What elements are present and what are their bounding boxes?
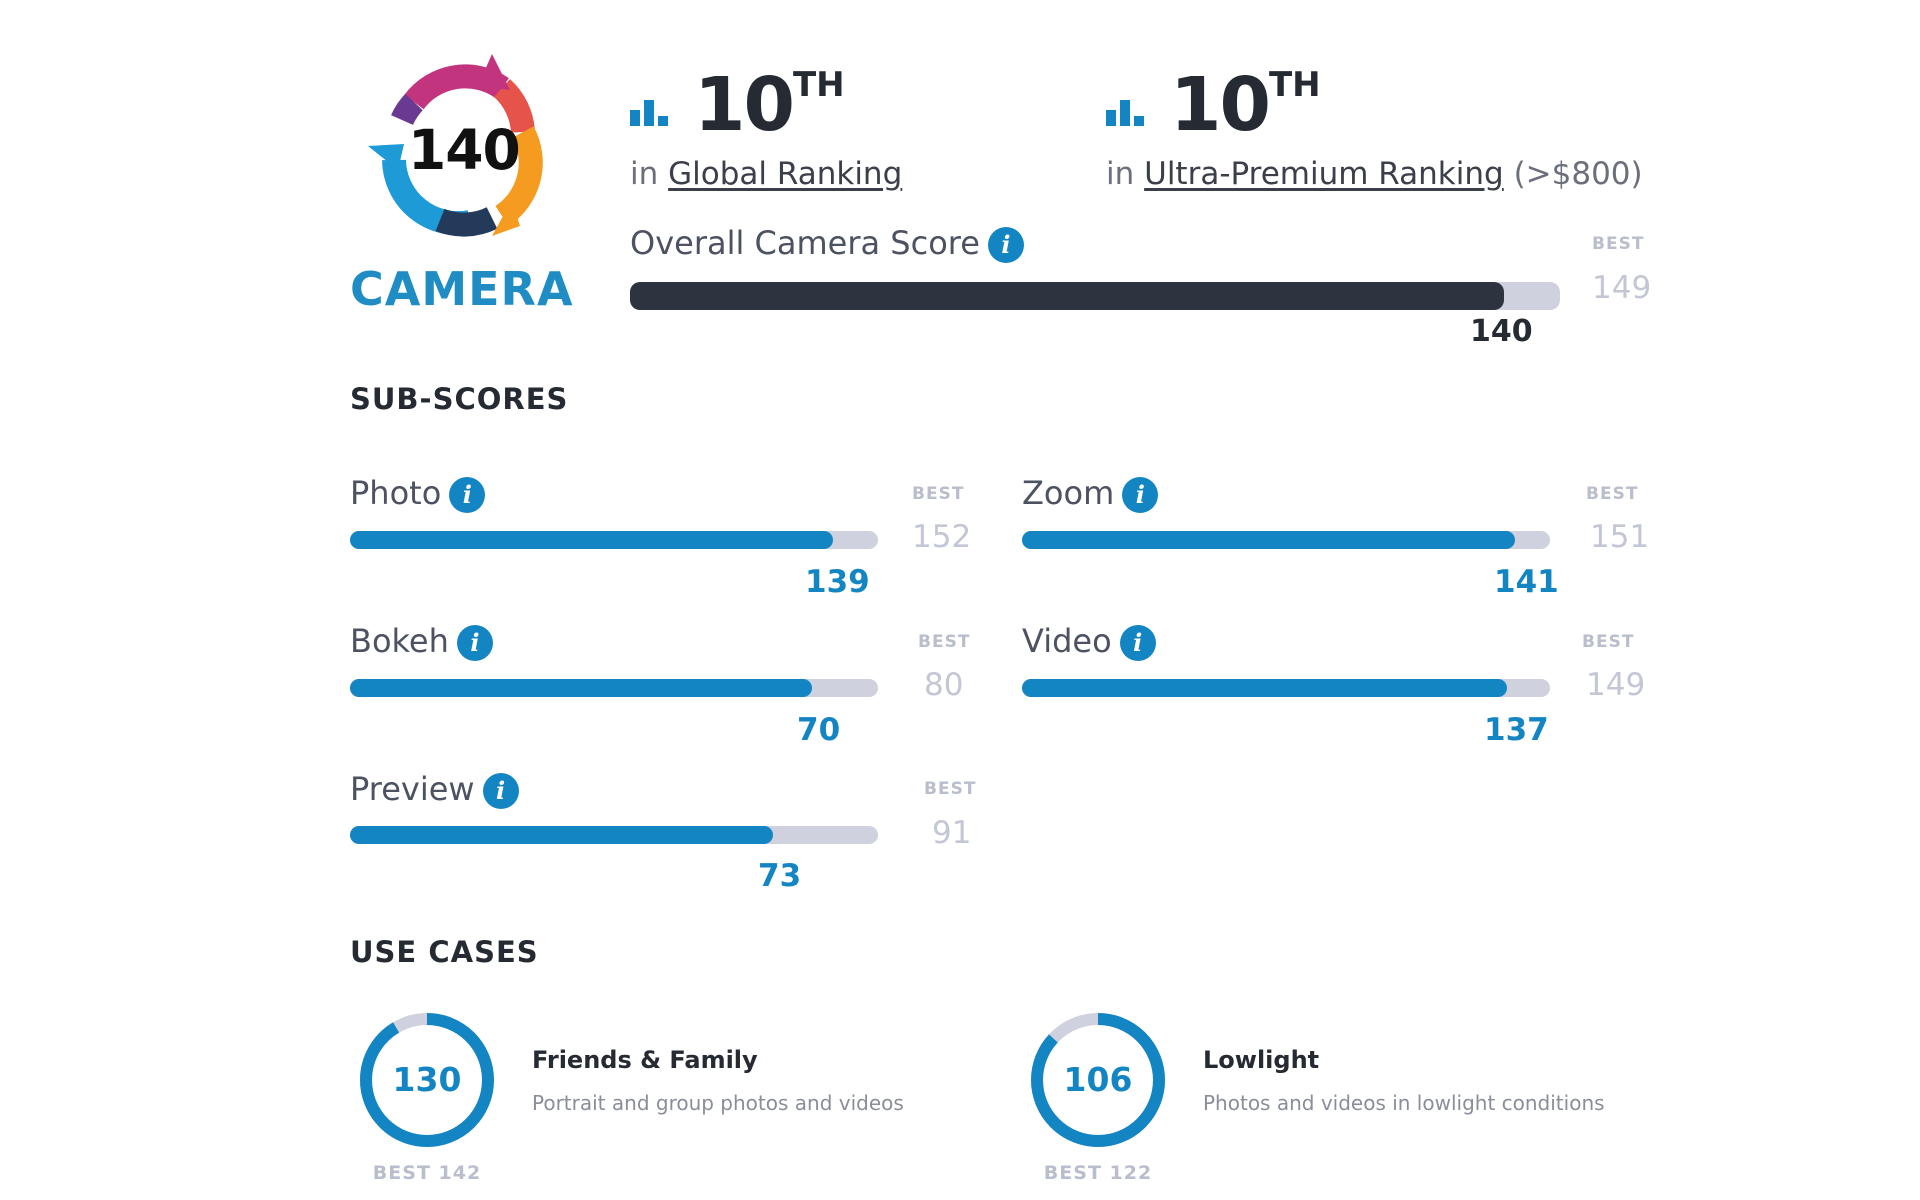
subscore-label: Video [1022,622,1112,660]
info-icon[interactable]: i [987,227,1024,263]
ultra-rank-suffix: TH [1268,65,1321,105]
camera-score-badge-icon [368,54,543,237]
subscore-bar [350,826,878,844]
overall-score-value: 140 [1470,314,1533,349]
subscore-best-label: BEST [1586,484,1639,504]
subscore-value: 73 [758,858,802,894]
usecase-title: Lowlight [1203,1046,1320,1074]
usecase-best: BEST 142 [372,1162,482,1184]
camera-label: CAMERA [350,262,574,316]
subscore-label: Zoom [1022,474,1115,512]
subscore-bar [1022,531,1550,549]
subscore-video: Video i [1022,622,1156,661]
usecase-description: Photos and videos in lowlight conditions [1203,1091,1605,1115]
subscore-best-value: 151 [1590,519,1650,555]
subscore-value: 139 [805,564,870,600]
subscore-fill [350,679,812,697]
usecase-donut-chart [360,1013,494,1147]
usecase-title: Friends & Family [532,1046,758,1074]
subscore-value: 70 [797,712,841,748]
subscore-best-label: BEST [918,632,971,652]
subscore-photo: Photo i [350,474,486,513]
donut-fill [1031,1013,1165,1147]
info-icon[interactable]: i [1122,477,1159,513]
ultra-rank-price-note: (>$800) [1513,156,1643,192]
donut-fill [360,1013,494,1147]
global-ranking-link[interactable]: Global Ranking [668,156,903,192]
subscore-best-value: 91 [932,815,972,851]
global-rank-number: 10 [694,62,795,148]
usecase-donut-chart [1031,1013,1165,1147]
ultra-rank-number: 10 [1170,62,1271,148]
info-icon[interactable]: i [482,773,519,809]
info-icon[interactable]: i [449,477,486,513]
subscore-best-label: BEST [924,779,977,799]
subscore-label: Preview [350,770,475,808]
subscore-bar [350,679,878,697]
overall-score-row: Overall Camera Score i [630,224,1024,263]
subscore-best-value: 152 [912,519,972,555]
info-icon[interactable]: i [456,625,493,661]
subscore-value: 141 [1494,564,1559,600]
global-rank-prefix: in [630,156,659,192]
subscore-bar [350,531,878,549]
subscore-best-label: BEST [1582,632,1635,652]
ultra-premium-ranking-link[interactable]: Ultra-Premium Ranking [1144,156,1504,192]
info-icon[interactable]: i [1119,625,1156,661]
usecase-best: BEST 122 [1043,1162,1153,1184]
subscore-fill [1022,531,1516,549]
subscore-fill [1022,679,1508,697]
subscore-bar [1022,679,1550,697]
subscore-zoom: Zoom i [1022,474,1159,513]
usecases-heading: USE CASES [350,935,539,969]
global-rank-suffix: TH [792,65,845,105]
subscore-label: Bokeh [350,622,449,660]
usecase-description: Portrait and group photos and videos [532,1091,904,1115]
subscore-bokeh: Bokeh i [350,622,493,661]
subscores-heading: SUB-SCORES [350,382,569,416]
usecase-score: 106 [1063,1060,1133,1099]
overall-score-bar [630,282,1560,310]
overall-score-label: Overall Camera Score [630,224,980,262]
overall-best-value: 149 [1592,270,1652,306]
subscore-value: 137 [1484,712,1549,748]
ultra-rank-prefix: in [1106,156,1135,192]
subscore-best-value: 80 [924,667,964,703]
subscore-best-value: 149 [1586,667,1646,703]
overall-best-label: BEST [1592,234,1645,254]
subscore-label: Photo [350,474,442,512]
subscore-fill [350,531,833,549]
ranking-bars-icon [630,100,668,126]
overall-score-fill [630,282,1505,310]
usecase-score: 130 [392,1060,462,1099]
camera-score-value: 140 [408,118,521,182]
subscore-preview: Preview i [350,770,519,809]
subscore-best-label: BEST [912,484,965,504]
subscore-fill [350,826,774,844]
ranking-bars-icon [1106,100,1144,126]
